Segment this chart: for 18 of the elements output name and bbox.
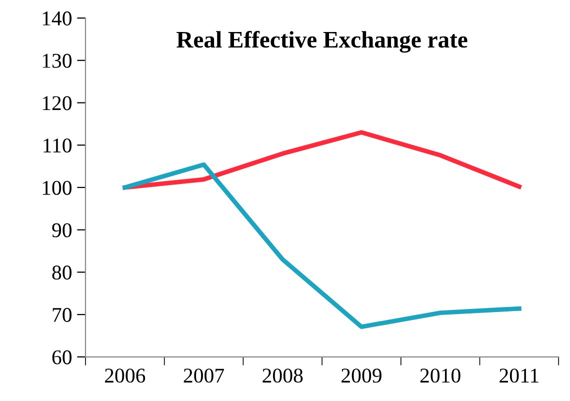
y-tick-label: 100: [42, 180, 72, 195]
x-tick-label: 2010: [420, 368, 460, 383]
y-tick-label: 60: [52, 350, 72, 364]
y-tick-label: 110: [44, 138, 72, 153]
y-tick-label: 80: [52, 266, 72, 280]
x-tick-label: 2009: [342, 368, 382, 383]
y-tick-label: 90: [52, 223, 72, 238]
y-tick-label: 70: [52, 308, 72, 322]
line-series: [122, 162, 522, 330]
x-tick-label: 2006: [105, 368, 146, 383]
text: Real Effective Exchange rate: [176, 30, 468, 53]
x-tick-label: 2007: [184, 368, 224, 383]
line-series: [122, 130, 522, 190]
x-tick-label: 2011: [500, 368, 538, 383]
y-tick-label: 140: [42, 11, 72, 26]
y-tick-label: 130: [42, 54, 72, 68]
y-tick-label: 120: [42, 96, 72, 110]
x-tick-label: 2008: [262, 368, 303, 383]
